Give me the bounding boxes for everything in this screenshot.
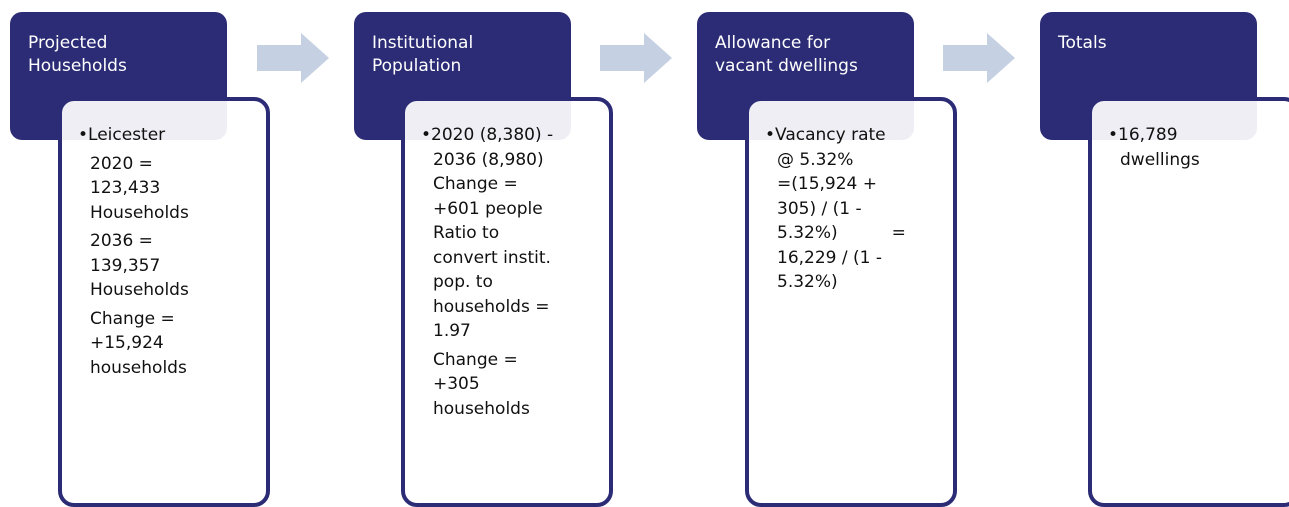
text-line: Households xyxy=(90,280,189,300)
paragraph: 2020 = 123,433 Households xyxy=(62,152,266,226)
paragraph: Change = +305 households xyxy=(405,348,609,422)
paragraph: •16,789 dwellings xyxy=(1092,123,1289,172)
stage-box: •Vacancy rate @ 5.32% =(15,924 + 305) / (1 … xyxy=(745,97,957,507)
header-text: vacant dwellings xyxy=(715,56,858,76)
text-line: Change = xyxy=(433,349,518,370)
text-line: +601 people xyxy=(433,198,543,219)
text-line: +305 xyxy=(433,374,480,394)
text-line: Change = xyxy=(90,308,175,329)
paragraph: •Leicester xyxy=(62,123,266,148)
text-line: Households xyxy=(90,202,189,223)
text-line: •16,789 xyxy=(1108,125,1178,145)
header-text: Institutional xyxy=(372,33,474,53)
text-line: 123,433 xyxy=(90,178,161,198)
text-line: +15,924 xyxy=(90,333,164,353)
text-line: =(15,924 + xyxy=(777,174,878,194)
paragraph: •Vacancy rate @ 5.32% =(15,924 + 305) / (1 … xyxy=(749,123,953,295)
stage-box: •Leicester 2020 = 123,433 Households 2036 = 1… xyxy=(58,97,270,507)
text-line: 2036 = xyxy=(90,231,153,251)
text-line: Ratio to xyxy=(433,223,500,243)
text-line: convert instit. xyxy=(433,247,551,268)
text-line: 1.97 xyxy=(433,321,471,341)
text-line: Change = xyxy=(433,174,518,194)
header-text: Projected xyxy=(28,33,108,53)
arrow xyxy=(943,33,1015,83)
text-line: 305) / (1 - xyxy=(777,198,862,219)
text-line: •Vacancy rate xyxy=(765,125,886,145)
arrow xyxy=(257,33,329,83)
text-line: 16,229 / (1 - xyxy=(777,247,883,268)
text-line: dwellings xyxy=(1120,149,1200,170)
header-text: Households xyxy=(28,56,127,76)
stage-box: •2020 (8,380) - 2036 (8,980) Change = +601 … xyxy=(401,97,613,507)
text-line: 139,357 xyxy=(90,255,161,276)
text-line: 2036 (8,980) xyxy=(433,149,544,170)
text-line: households xyxy=(90,357,187,378)
stage-box: •16,789 dwellings xyxy=(1088,97,1289,507)
text-line: 5.32%) = xyxy=(777,223,906,243)
text-line: •Leicester xyxy=(78,125,166,145)
stage-header: Institutional Population xyxy=(354,12,571,140)
paragraph: Change = +15,924 households xyxy=(62,307,266,381)
text-line: •2020 (8,380) - xyxy=(421,125,554,145)
text-line: @ 5.32% xyxy=(777,149,854,170)
text-line: pop. to xyxy=(433,272,493,292)
paragraph: •2020 (8,380) - 2036 (8,980) Change = +601 … xyxy=(405,123,609,344)
header-text: Population xyxy=(372,56,462,76)
text-line: households xyxy=(433,398,530,419)
text-line: 2020 = xyxy=(90,153,153,174)
header-text: Totals xyxy=(1058,33,1107,53)
arrow xyxy=(600,33,672,83)
diagram: Projected Households •Leicester 2020 = 123,4… xyxy=(10,12,1289,507)
text-line: 5.32%) xyxy=(777,272,838,292)
header-text: Allowance for xyxy=(715,33,831,53)
paragraph: 2036 = 139,357 Households xyxy=(62,229,266,303)
text-line: households = xyxy=(433,296,550,317)
